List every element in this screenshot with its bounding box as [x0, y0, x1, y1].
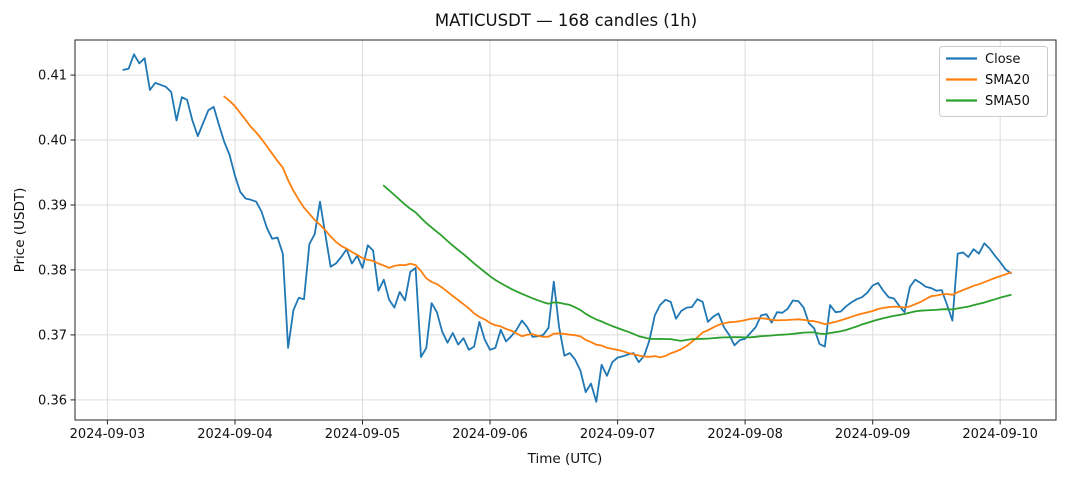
x-axis-label: Time (UTC)	[527, 451, 603, 467]
close-line	[122, 53, 1012, 403]
sma50-line	[382, 184, 1012, 342]
x-tick-label: 2024-09-10	[962, 427, 1038, 442]
y-tick-label: 0.40	[38, 134, 67, 149]
legend-label-sma20: SMA20	[985, 73, 1030, 88]
x-tick-label: 2024-09-09	[835, 427, 911, 442]
series-lines	[122, 53, 1012, 403]
y-tick-label: 0.38	[38, 263, 67, 278]
y-tick-label: 0.41	[38, 69, 67, 84]
axis-ticks	[70, 74, 1001, 425]
sma20-line	[223, 95, 1012, 359]
chart-title: MATICUSDT — 168 candles (1h)	[435, 11, 697, 30]
grid	[75, 40, 1056, 420]
x-tick-label: 2024-09-03	[70, 427, 146, 442]
x-tick-label: 2024-09-05	[325, 427, 401, 442]
y-axis-label: Price (USDT)	[12, 188, 28, 273]
x-tick-label: 2024-09-07	[580, 427, 656, 442]
x-tick-label: 2024-09-06	[452, 427, 528, 442]
legend-box	[939, 46, 1048, 117]
plot-border	[74, 39, 1057, 421]
y-tick-label: 0.36	[38, 393, 67, 408]
y-tick-label: 0.39	[38, 199, 67, 214]
legend-label-close: Close	[985, 52, 1020, 67]
axis-tick-labels: 2024-09-03 2024-09-04 2024-09-05 2024-09-06…	[38, 69, 1038, 442]
legend-label-sma50: SMA50	[985, 94, 1030, 109]
x-tick-label: 2024-09-04	[197, 427, 273, 442]
x-tick-label: 2024-09-08	[707, 427, 783, 442]
y-tick-label: 0.37	[38, 328, 67, 343]
legend: Close SMA20 SMA50	[939, 46, 1048, 117]
